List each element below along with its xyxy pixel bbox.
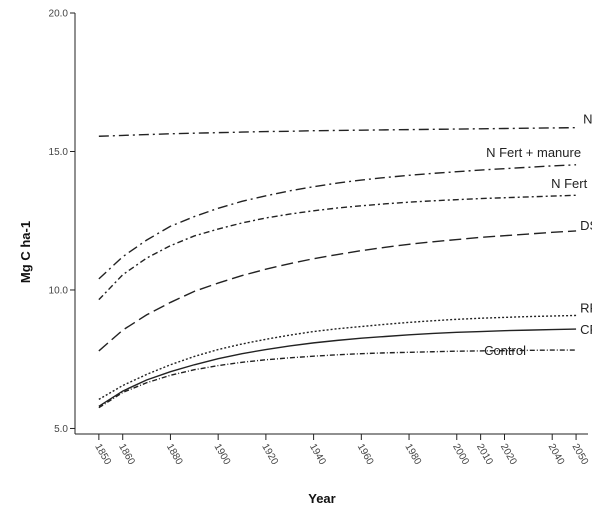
series-label-n-fert-manure: N Fert + manure [486,145,581,160]
series-label-control: Control [484,343,526,358]
x-axis-title: Year [308,491,335,506]
x-tick-label: 1860 [116,442,137,467]
x-tick-label: 2010 [474,442,495,467]
x-tick-label: 2000 [450,442,471,467]
y-tick-label: 10.0 [49,285,69,296]
series-label-ds: DS [580,218,592,233]
x-tick-label: 1880 [164,442,185,467]
series-line-rp [98,314,577,400]
series-line-ds [98,230,577,352]
series-line-cf [98,328,577,407]
series-lines [98,126,577,409]
x-ticks: 1850 1860 1880 1900 1920 1940 1960 1980 2000 2010… [92,434,590,467]
x-tick-label: 1960 [355,442,376,467]
series-line-control [98,349,577,409]
series-label-nf: NF [583,112,592,127]
x-tick-label: 1940 [307,442,328,467]
series-label-cf: CF [580,322,592,337]
x-tick-label: 1850 [92,442,113,467]
x-tick-label: 1920 [259,442,280,467]
series-label-n-fert: N Fert [551,176,588,191]
series-line-nf [98,126,577,137]
x-tick-label: 1980 [402,442,423,467]
x-tick-label: 2040 [546,442,567,467]
y-tick-label: 15.0 [49,147,69,158]
axes [74,13,588,435]
y-tick-label: 20.0 [49,9,69,20]
series-labels: NF N Fert + manure N Fert DS RP CF Control [484,112,592,358]
x-tick-label: 2020 [498,442,519,467]
series-line-n-fert [98,194,577,301]
series-line-n-fert-manure [98,164,577,280]
x-tick-label: 1900 [212,442,233,467]
y-ticks: 5.0 10.0 15.0 20.0 [49,9,75,435]
series-label-rp: RP [580,300,592,315]
y-axis-title: Mg C ha-1 [18,221,33,283]
x-tick-label: 2050 [569,442,590,467]
y-tick-label: 5.0 [54,424,68,435]
